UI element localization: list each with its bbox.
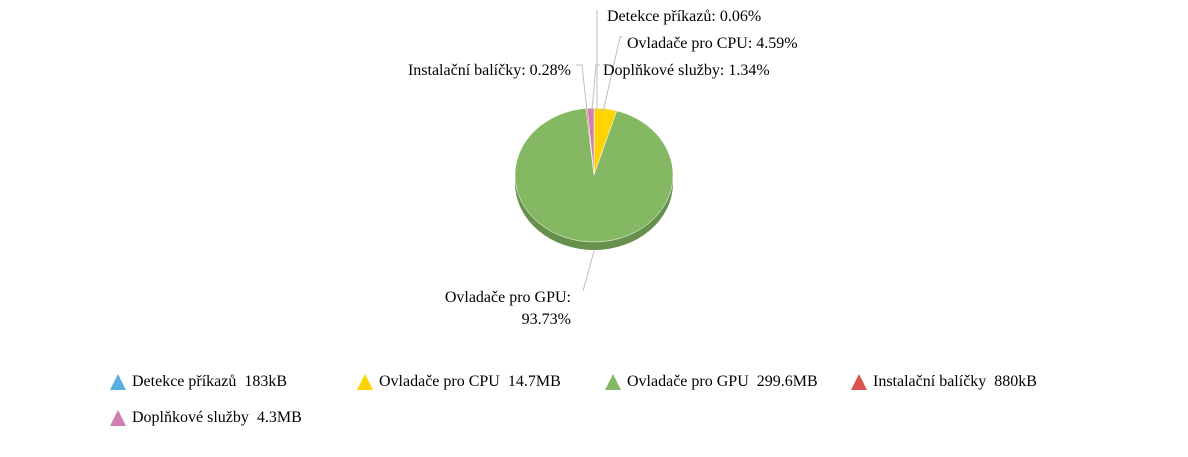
- data-label-0: Detekce příkazů: 0.06%: [607, 8, 761, 25]
- leader-line-4: [592, 65, 600, 110]
- leader-line-0: [594, 10, 597, 110]
- data-label-3: Instalační balíčky: 0.28%: [408, 62, 571, 79]
- data-label-4: Doplňkové služby: 1.34%: [603, 62, 770, 79]
- data-label-1: Ovladače pro CPU: 4.59%: [627, 35, 798, 52]
- leader-line-2: [583, 251, 594, 291]
- data-label-2: Ovladače pro GPU:93.73%: [445, 289, 571, 328]
- leader-line-3: [576, 65, 587, 110]
- pie-slices: [515, 108, 673, 242]
